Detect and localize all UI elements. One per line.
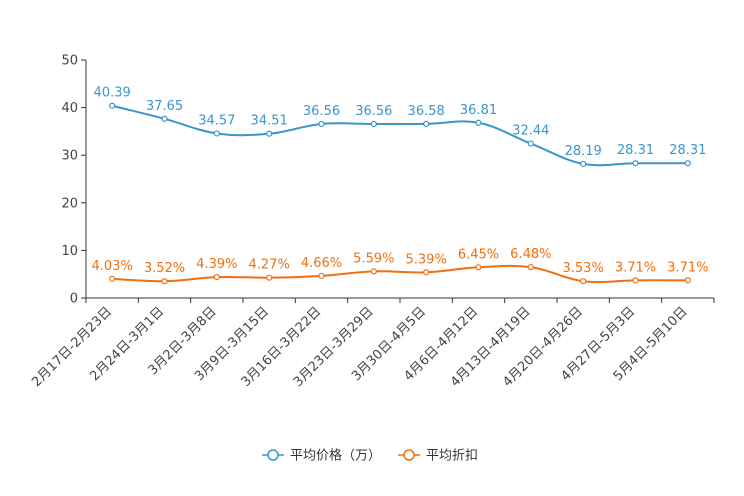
y-tick-label: 10 — [61, 244, 78, 259]
data-labels-layer: 40.39 37.65 34.57 34.51 36.56 36.56 36.58 36.81… — [92, 86, 709, 277]
data-point — [527, 140, 534, 147]
series-layer — [109, 102, 691, 285]
legend-marker — [403, 449, 415, 461]
data-label: 4.03% — [92, 259, 133, 274]
data-label: 5.39% — [406, 252, 447, 267]
data-point — [370, 268, 377, 275]
legend-label: 平均价格（万） — [290, 448, 381, 464]
data-point — [370, 120, 377, 128]
data-point — [684, 277, 691, 284]
y-tick-label: 40 — [61, 101, 78, 116]
data-label: 36.56 — [303, 104, 340, 119]
series-line-2 — [112, 264, 688, 284]
data-point — [213, 274, 220, 281]
data-point — [423, 269, 430, 276]
data-label: 5.59% — [353, 251, 394, 266]
data-point — [632, 277, 639, 284]
data-label: 36.56 — [355, 104, 392, 119]
data-point — [632, 160, 639, 167]
y-tick-label: 0 — [70, 292, 78, 307]
y-tick-label: 20 — [61, 196, 78, 211]
data-point — [475, 264, 482, 271]
data-point — [318, 120, 325, 128]
data-point — [475, 119, 482, 126]
data-label: 3.53% — [563, 261, 604, 276]
data-label: 40.39 — [94, 86, 131, 101]
data-label: 28.19 — [565, 144, 602, 159]
legend-item-2: 平均折扣 — [398, 449, 478, 464]
data-label: 3.71% — [615, 260, 656, 275]
data-label: 36.81 — [460, 103, 497, 118]
data-point — [266, 274, 273, 281]
data-label: 3.71% — [667, 260, 708, 275]
data-point — [266, 130, 273, 137]
data-point — [213, 130, 220, 137]
data-label: 28.31 — [669, 143, 706, 158]
data-point — [527, 264, 534, 271]
data-label: 32.44 — [512, 124, 549, 139]
y-tick-label: 30 — [61, 149, 78, 164]
data-point — [684, 160, 691, 167]
legend-item-1: 平均价格（万） — [262, 448, 381, 464]
data-label: 28.31 — [617, 143, 654, 158]
data-label: 36.58 — [408, 104, 445, 119]
data-point — [161, 115, 168, 122]
data-label: 34.57 — [198, 113, 235, 128]
series-line-1 — [111, 104, 688, 167]
data-label: 4.39% — [196, 257, 237, 272]
legend: 平均价格（万） 平均折扣 — [262, 448, 478, 464]
legend-marker — [267, 449, 279, 461]
data-point — [109, 275, 116, 282]
y-tick-label: 50 — [61, 54, 78, 69]
data-label: 4.66% — [301, 256, 342, 271]
data-point — [423, 120, 430, 127]
data-point — [109, 102, 116, 109]
data-label: 3.52% — [144, 261, 185, 276]
data-point — [318, 272, 325, 279]
data-label: 4.27% — [249, 258, 290, 273]
legend-label: 平均折扣 — [426, 449, 478, 464]
data-label: 6.45% — [458, 247, 499, 262]
data-label: 37.65 — [146, 99, 183, 114]
data-point — [161, 278, 168, 285]
data-point — [580, 160, 587, 167]
data-label: 6.48% — [510, 247, 551, 262]
data-point — [580, 278, 587, 285]
data-label: 34.51 — [251, 114, 288, 129]
